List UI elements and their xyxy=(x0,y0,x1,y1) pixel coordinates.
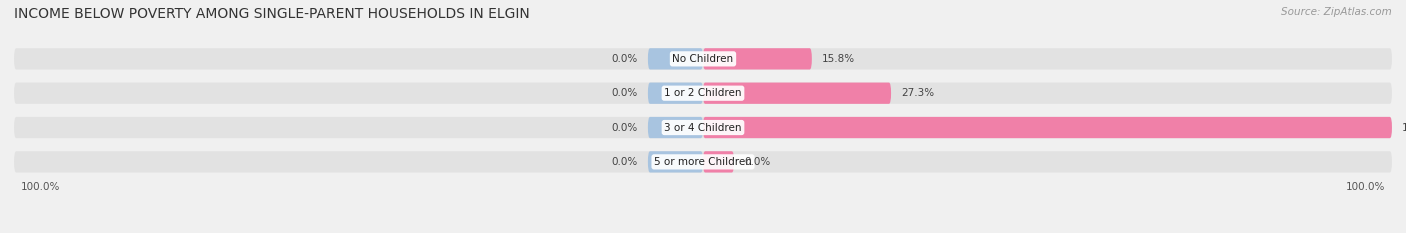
FancyBboxPatch shape xyxy=(14,151,1392,172)
Text: 0.0%: 0.0% xyxy=(612,88,637,98)
Text: 0.0%: 0.0% xyxy=(612,123,637,133)
FancyBboxPatch shape xyxy=(648,117,703,138)
Text: 27.3%: 27.3% xyxy=(901,88,935,98)
Text: 0.0%: 0.0% xyxy=(744,157,770,167)
FancyBboxPatch shape xyxy=(703,82,891,104)
FancyBboxPatch shape xyxy=(703,48,811,69)
Text: 100.0%: 100.0% xyxy=(1346,182,1385,192)
Text: 5 or more Children: 5 or more Children xyxy=(654,157,752,167)
Text: 15.8%: 15.8% xyxy=(823,54,855,64)
Text: 0.0%: 0.0% xyxy=(612,54,637,64)
FancyBboxPatch shape xyxy=(14,117,1392,138)
Text: 1 or 2 Children: 1 or 2 Children xyxy=(664,88,742,98)
FancyBboxPatch shape xyxy=(14,48,1392,69)
Text: 100.0%: 100.0% xyxy=(1402,123,1406,133)
FancyBboxPatch shape xyxy=(648,151,703,172)
Text: INCOME BELOW POVERTY AMONG SINGLE-PARENT HOUSEHOLDS IN ELGIN: INCOME BELOW POVERTY AMONG SINGLE-PARENT… xyxy=(14,7,530,21)
FancyBboxPatch shape xyxy=(703,117,1392,138)
Text: No Children: No Children xyxy=(672,54,734,64)
FancyBboxPatch shape xyxy=(14,82,1392,104)
Text: 3 or 4 Children: 3 or 4 Children xyxy=(664,123,742,133)
Text: 0.0%: 0.0% xyxy=(612,157,637,167)
Text: 100.0%: 100.0% xyxy=(21,182,60,192)
FancyBboxPatch shape xyxy=(703,151,734,172)
FancyBboxPatch shape xyxy=(648,82,703,104)
Text: Source: ZipAtlas.com: Source: ZipAtlas.com xyxy=(1281,7,1392,17)
FancyBboxPatch shape xyxy=(648,48,703,69)
